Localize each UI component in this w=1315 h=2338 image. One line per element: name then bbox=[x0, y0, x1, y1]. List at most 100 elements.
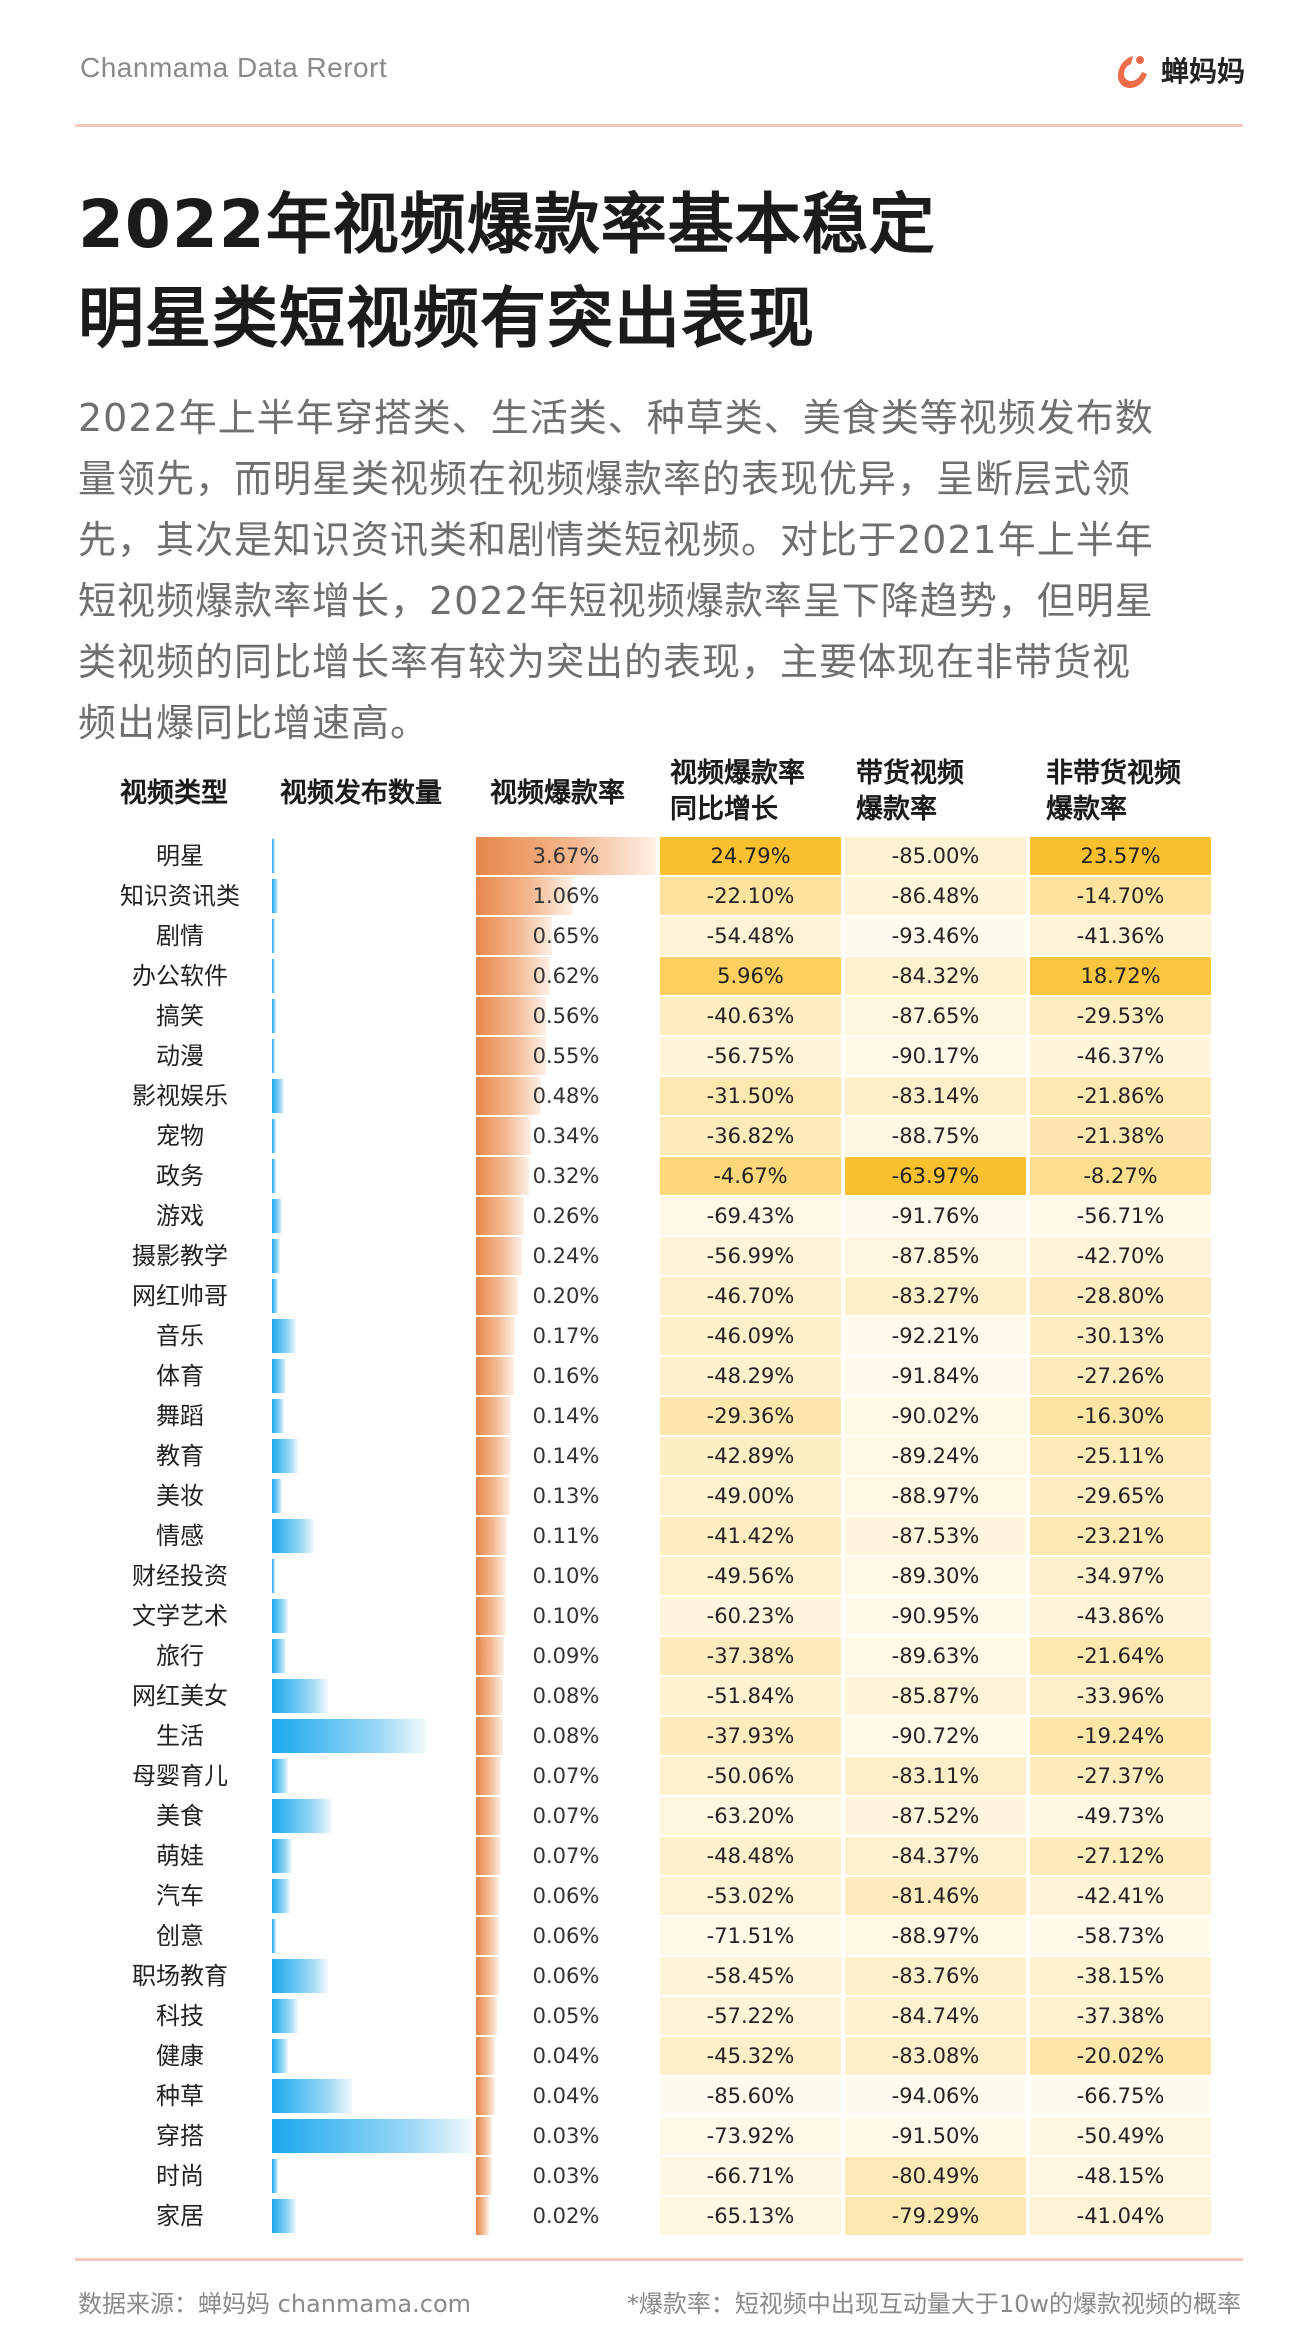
heat-cell-sell: -90.02% bbox=[845, 1397, 1026, 1435]
publish-volume-bar bbox=[272, 999, 276, 1033]
heat-cell-sell: -83.11% bbox=[845, 1757, 1026, 1795]
publish-volume-bar bbox=[272, 2119, 472, 2153]
publish-volume-bar bbox=[272, 1479, 282, 1513]
row-category: 体育 bbox=[156, 1362, 204, 1390]
table-row: 健康 0.04% -45.32% -83.08% -20.02% bbox=[0, 2036, 1315, 2076]
top-divider bbox=[75, 124, 1243, 127]
hit-rate-label: 0.04% bbox=[532, 2084, 600, 2108]
heat-cell-nonsell: -46.37% bbox=[1030, 1037, 1211, 1075]
footer-source: 数据来源：蝉妈妈 chanmama.com bbox=[78, 2290, 472, 2318]
hit-rate-label: 0.02% bbox=[532, 2204, 600, 2228]
table-row: 创意 0.06% -71.51% -88.97% -58.73% bbox=[0, 1916, 1315, 1956]
row-category: 健康 bbox=[156, 2042, 204, 2070]
heat-cell-sell: -91.50% bbox=[845, 2117, 1026, 2155]
hit-rate-label: 0.17% bbox=[532, 1324, 600, 1348]
hit-rate-bar bbox=[476, 1317, 515, 1355]
hit-rate-label: 0.55% bbox=[532, 1044, 600, 1068]
brand-logo: 蝉妈妈 bbox=[1109, 48, 1245, 92]
heat-cell-yoy: -29.36% bbox=[660, 1397, 841, 1435]
heat-cell-yoy: -37.38% bbox=[660, 1637, 841, 1675]
heat-cell-nonsell: -33.96% bbox=[1030, 1677, 1211, 1715]
hit-rate-bar bbox=[476, 2077, 495, 2115]
publish-volume-bar bbox=[272, 919, 275, 953]
heat-cell-nonsell: -25.11% bbox=[1030, 1437, 1211, 1475]
row-category: 美食 bbox=[156, 1802, 204, 1830]
heat-cell-nonsell: -21.64% bbox=[1030, 1637, 1211, 1675]
title-line-2: 明星类短视频有突出表现 bbox=[78, 280, 815, 357]
chanmama-logo-icon bbox=[1117, 56, 1147, 88]
table-row: 美妆 0.13% -49.00% -88.97% -29.65% bbox=[0, 1476, 1315, 1516]
publish-volume-bar bbox=[272, 1359, 286, 1393]
hit-rate-label: 0.24% bbox=[532, 1244, 600, 1268]
heat-cell-nonsell: -42.41% bbox=[1030, 1877, 1211, 1915]
heat-cell-sell: -87.53% bbox=[845, 1517, 1026, 1555]
heat-cell-sell: -87.52% bbox=[845, 1797, 1026, 1835]
row-category: 母婴育儿 bbox=[132, 1762, 228, 1790]
heat-cell-nonsell: -28.80% bbox=[1030, 1277, 1211, 1315]
table-row: 母婴育儿 0.07% -50.06% -83.11% -27.37% bbox=[0, 1756, 1315, 1796]
heat-cell-yoy: -4.67% bbox=[660, 1157, 841, 1195]
hit-rate-bar bbox=[476, 1877, 499, 1915]
heat-cell-yoy: -69.43% bbox=[660, 1197, 841, 1235]
heat-cell-sell: -85.87% bbox=[845, 1677, 1026, 1715]
publish-volume-bar bbox=[272, 1999, 298, 2033]
table-row: 音乐 0.17% -46.09% -92.21% -30.13% bbox=[0, 1316, 1315, 1356]
heat-cell-nonsell: 18.72% bbox=[1030, 957, 1211, 995]
page-title: 2022年视频爆款率基本稳定 明星类短视频有突出表现 bbox=[78, 178, 936, 366]
hit-rate-label: 0.62% bbox=[532, 964, 600, 988]
heat-cell-yoy: -46.09% bbox=[660, 1317, 841, 1355]
heat-cell-sell: -79.29% bbox=[845, 2197, 1026, 2235]
table-row: 明星 3.67% 24.79% -85.00% 23.57% bbox=[0, 836, 1315, 876]
heat-cell-nonsell: -27.26% bbox=[1030, 1357, 1211, 1395]
publish-volume-bar bbox=[272, 1599, 288, 1633]
table-row: 职场教育 0.06% -58.45% -83.76% -38.15% bbox=[0, 1956, 1315, 1996]
heat-cell-sell: -87.65% bbox=[845, 997, 1026, 1035]
col-header-nonsell-line1: 非带货视频 bbox=[1046, 758, 1181, 789]
heat-cell-yoy: -57.22% bbox=[660, 1997, 841, 2035]
heat-cell-nonsell: -27.12% bbox=[1030, 1837, 1211, 1875]
row-category: 萌娃 bbox=[156, 1842, 204, 1870]
publish-volume-bar bbox=[272, 879, 278, 913]
col-header-yoy: 视频爆款率 同比增长 bbox=[670, 756, 805, 828]
publish-volume-bar bbox=[272, 959, 275, 993]
heat-cell-nonsell: -23.21% bbox=[1030, 1517, 1211, 1555]
hit-rate-bar bbox=[476, 1597, 506, 1635]
heat-cell-yoy: 5.96% bbox=[660, 957, 841, 995]
intro-line: 类视频的同比增长率有较为突出的表现，主要体现在非带货视 bbox=[78, 640, 1132, 684]
intro-line: 频出爆同比增速高。 bbox=[78, 701, 430, 745]
hit-rate-label: 0.06% bbox=[532, 1964, 600, 1988]
publish-volume-bar bbox=[272, 1279, 278, 1313]
heat-cell-nonsell: -42.70% bbox=[1030, 1237, 1211, 1275]
hit-rate-bar bbox=[476, 1477, 510, 1515]
hit-rate-bar bbox=[476, 1437, 512, 1475]
heat-cell-yoy: -48.29% bbox=[660, 1357, 841, 1395]
heat-cell-nonsell: -16.30% bbox=[1030, 1397, 1211, 1435]
heat-cell-nonsell: -50.49% bbox=[1030, 2117, 1211, 2155]
col-header-rate: 视频爆款率 bbox=[490, 778, 625, 809]
table-row: 家居 0.02% -65.13% -79.29% -41.04% bbox=[0, 2196, 1315, 2236]
publish-volume-bar bbox=[272, 1039, 275, 1073]
heat-cell-nonsell: -58.73% bbox=[1030, 1917, 1211, 1955]
hit-rate-label: 3.67% bbox=[532, 844, 600, 868]
col-header-sell-line1: 带货视频 bbox=[856, 758, 964, 789]
hit-rate-label: 0.10% bbox=[532, 1564, 600, 1588]
heat-cell-sell: -91.76% bbox=[845, 1197, 1026, 1235]
heat-cell-sell: -86.48% bbox=[845, 877, 1026, 915]
publish-volume-bar bbox=[272, 1079, 284, 1113]
hit-rate-bar bbox=[476, 2117, 493, 2155]
hit-rate-bar bbox=[476, 837, 656, 875]
intro-line: 2022年上半年穿搭类、生活类、种草类、美食类等视频发布数 bbox=[78, 396, 1154, 440]
table-row: 科技 0.05% -57.22% -84.74% -37.38% bbox=[0, 1996, 1315, 2036]
hit-rate-bar bbox=[476, 1917, 499, 1955]
heat-cell-sell: -85.00% bbox=[845, 837, 1026, 875]
hit-rate-bar bbox=[476, 1077, 542, 1115]
heat-cell-sell: -63.97% bbox=[845, 1157, 1026, 1195]
hit-rate-label: 0.11% bbox=[532, 1524, 600, 1548]
heat-cell-yoy: -53.02% bbox=[660, 1877, 841, 1915]
hit-rate-label: 0.07% bbox=[532, 1764, 600, 1788]
heat-cell-yoy: -85.60% bbox=[660, 2077, 841, 2115]
heat-cell-yoy: -65.13% bbox=[660, 2197, 841, 2235]
hit-rate-bar bbox=[476, 1157, 530, 1195]
hit-rate-label: 0.03% bbox=[532, 2164, 600, 2188]
row-category: 情感 bbox=[156, 1522, 204, 1550]
